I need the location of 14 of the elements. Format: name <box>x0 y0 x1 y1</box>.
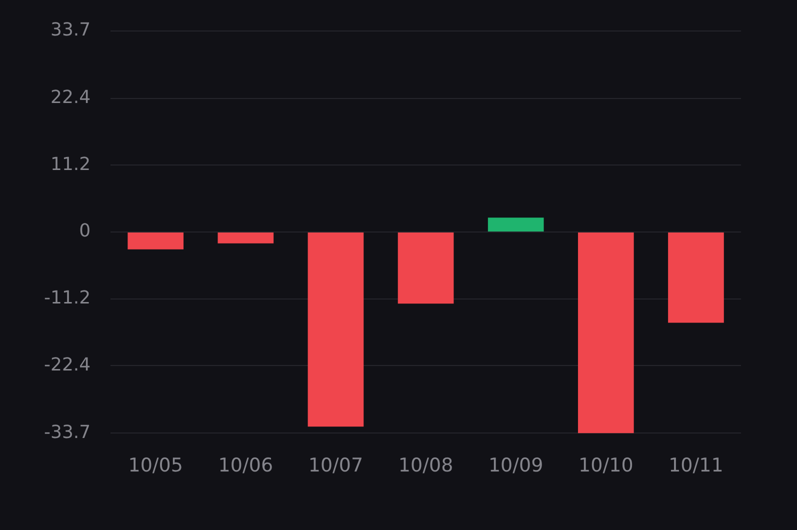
y-tick-label: -11.2 <box>44 288 91 309</box>
x-tick-label: 10/10 <box>578 454 634 477</box>
y-tick-label: 11.2 <box>50 154 91 175</box>
y-tick-label: -33.7 <box>44 422 91 443</box>
x-tick-label: 10/11 <box>668 454 724 477</box>
x-tick-label: 10/06 <box>218 454 274 477</box>
x-tick-label: 10/05 <box>128 454 183 477</box>
y-tick-label: 33.7 <box>50 19 91 40</box>
y-tick-label: -22.4 <box>44 354 91 376</box>
y-tick-label: 22.4 <box>50 86 91 108</box>
y-tick-label: 0 <box>79 220 91 242</box>
x-tick-label: 10/07 <box>308 454 364 477</box>
x-tick-label: 10/08 <box>398 454 454 477</box>
x-tick-label: 10/09 <box>488 454 544 477</box>
